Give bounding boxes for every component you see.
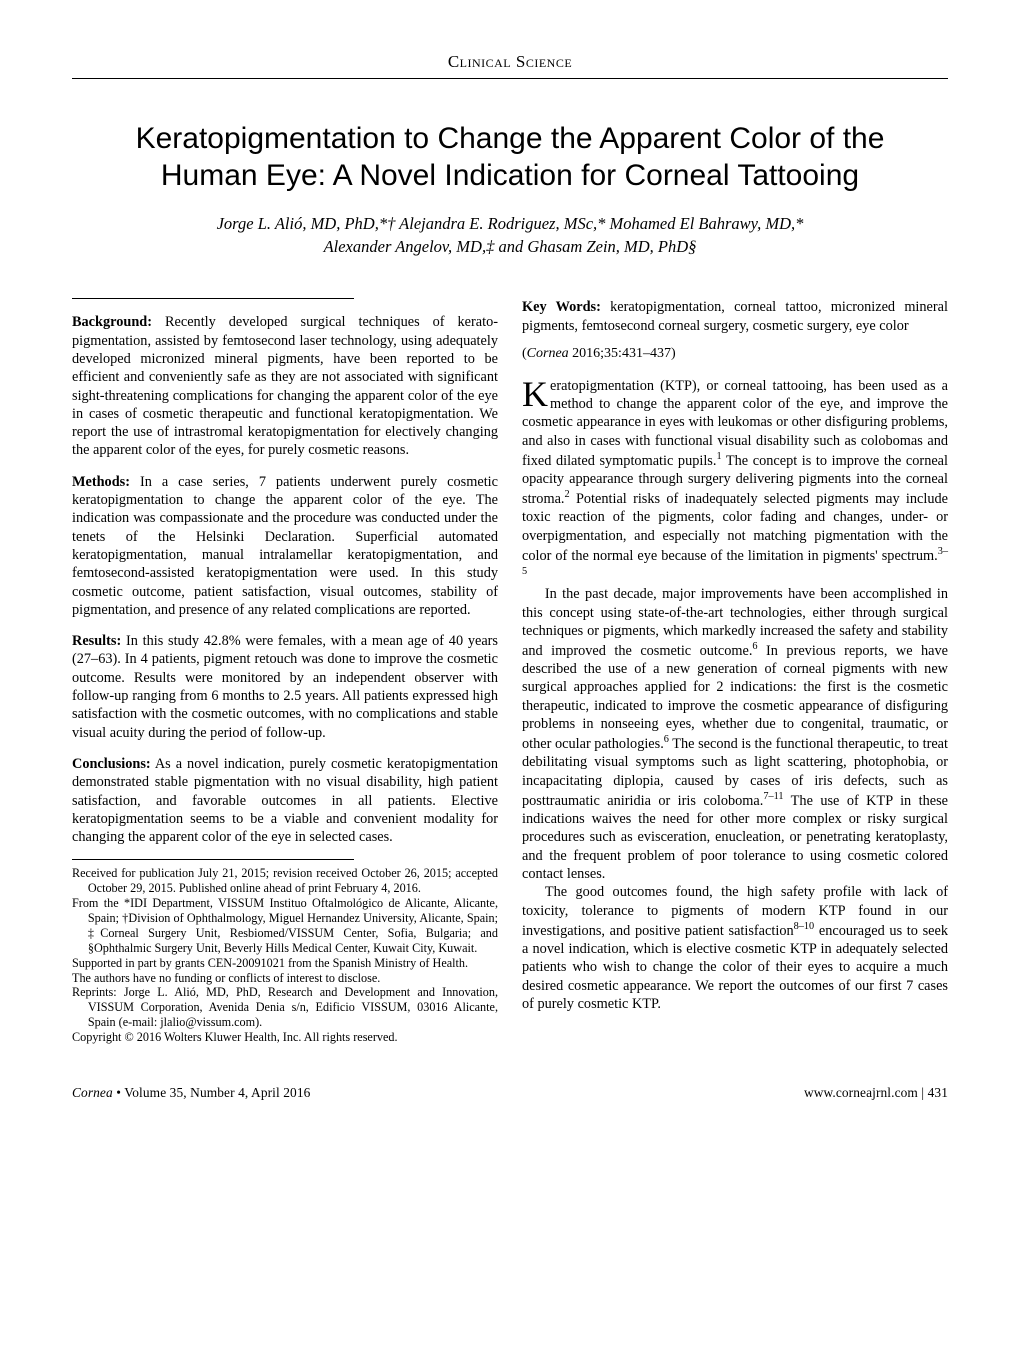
body-p1-c: Potential risks of inadequately selected… bbox=[522, 491, 948, 564]
footnote-reprints: Reprints: Jorge L. Alió, MD, PhD, Resear… bbox=[72, 985, 498, 1030]
body-para-1: Keratopigmentation (KTP), or corneal tat… bbox=[522, 377, 948, 585]
authors-line-2: Alexander Angelov, MD,‡ and Ghasam Zein,… bbox=[72, 235, 948, 258]
abstract-rule-top bbox=[72, 298, 354, 299]
body-para-3: The good outcomes found, the high safety… bbox=[522, 883, 948, 1013]
abstract-rule-bottom bbox=[72, 859, 354, 860]
abstract-block: Background: Recently developed surgical … bbox=[72, 313, 498, 846]
authors-line-1: Jorge L. Alió, MD, PhD,*† Alejandra E. R… bbox=[72, 212, 948, 235]
footer-left: Cornea • Volume 35, Number 4, April 2016 bbox=[72, 1085, 310, 1101]
two-column-body: Background: Recently developed surgical … bbox=[72, 298, 948, 1045]
footer-right: www.corneajrnl.com | 431 bbox=[804, 1085, 948, 1101]
footnote-copyright: Copyright © 2016 Wolters Kluwer Health, … bbox=[72, 1030, 498, 1045]
abstract-methods: Methods: In a case series, 7 patients un… bbox=[72, 473, 498, 619]
abstract-results-text: In this study 42.8% were females, with a… bbox=[72, 633, 498, 740]
citation: (Cornea 2016;35:431–437) bbox=[522, 345, 948, 363]
keywords-head: Key Words: bbox=[522, 299, 601, 315]
abstract-results: Results: In this study 42.8% were female… bbox=[72, 632, 498, 742]
footnote-received: Received for publication July 21, 2015; … bbox=[72, 866, 498, 896]
abstract-head-results: Results: bbox=[72, 633, 121, 649]
footer-sep: | bbox=[918, 1085, 928, 1100]
footnotes-block: Received for publication July 21, 2015; … bbox=[72, 866, 498, 1045]
footer-journal: Cornea bbox=[72, 1085, 113, 1100]
abstract-background-text: Recently developed surgical techniques o… bbox=[72, 314, 498, 458]
footnote-support: Supported in part by grants CEN-20091021… bbox=[72, 956, 498, 971]
citation-journal: Cornea bbox=[527, 346, 569, 361]
section-header: Clinical Science bbox=[72, 52, 948, 72]
body-para-2: In the past decade, major improvements h… bbox=[522, 585, 948, 883]
dropcap: K bbox=[522, 377, 550, 410]
keywords: Key Words: keratopigmentation, corneal t… bbox=[522, 298, 948, 335]
footnote-affiliations: From the *IDI Department, VISSUM Institu… bbox=[72, 896, 498, 956]
ref-7: 8–10 bbox=[794, 921, 815, 932]
abstract-head-methods: Methods: bbox=[72, 474, 130, 490]
author-block: Jorge L. Alió, MD, PhD,*† Alejandra E. R… bbox=[72, 212, 948, 258]
abstract-conclusions: Conclusions: As a novel indication, pure… bbox=[72, 755, 498, 846]
abstract-head-conclusions: Conclusions: bbox=[72, 756, 151, 772]
footer-page: 431 bbox=[928, 1085, 948, 1100]
footer-url: www.corneajrnl.com bbox=[804, 1085, 918, 1100]
abstract-background: Background: Recently developed surgical … bbox=[72, 313, 498, 459]
abstract-head-background: Background: bbox=[72, 314, 152, 330]
body-text: Keratopigmentation (KTP), or corneal tat… bbox=[522, 377, 948, 1013]
footnote-disclosure: The authors have no funding or conflicts… bbox=[72, 971, 498, 986]
ref-6: 7–11 bbox=[763, 791, 783, 802]
footer-volume: • Volume 35, Number 4, April 2016 bbox=[113, 1085, 311, 1100]
article-title: Keratopigmentation to Change the Apparen… bbox=[92, 121, 928, 194]
abstract-methods-text: In a case series, 7 patients underwent p… bbox=[72, 474, 498, 618]
page-footer: Cornea • Volume 35, Number 4, April 2016… bbox=[72, 1085, 948, 1101]
header-rule bbox=[72, 78, 948, 79]
